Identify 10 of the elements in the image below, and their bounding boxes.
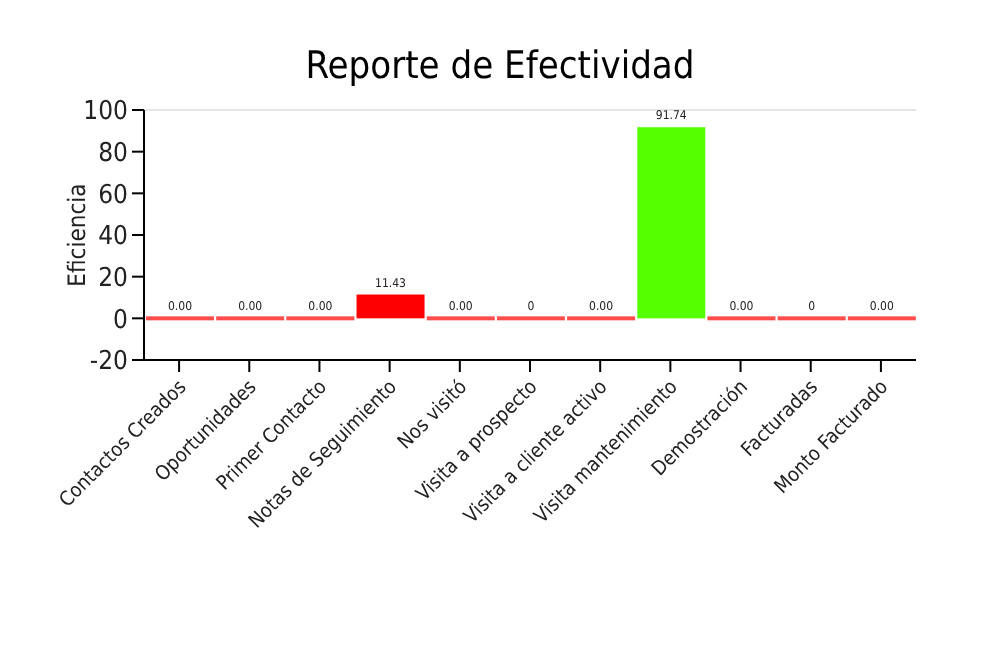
chart-title: Reporte de Efectividad	[303, 44, 697, 92]
y-tick-label: 0	[113, 305, 128, 336]
y-axis-title: Eficiencia	[62, 183, 91, 287]
y-tick-label: 80	[98, 138, 128, 169]
y-tick-label: 100	[83, 97, 128, 128]
bar	[637, 127, 706, 319]
y-tick-label: 60	[98, 180, 128, 211]
y-tick-label: -20	[89, 347, 128, 378]
y-tick-label: 20	[98, 263, 128, 294]
y-tick-label: 40	[98, 222, 128, 253]
